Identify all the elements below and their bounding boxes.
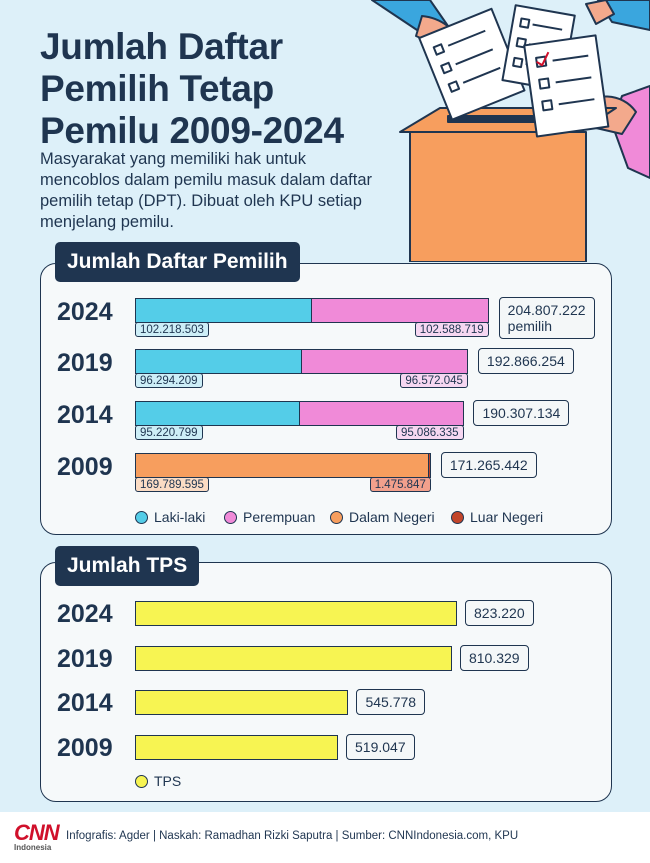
legend-label-laki-laki: Laki-laki	[154, 509, 206, 525]
legend-item-luar-negeri: Luar Negeri	[451, 509, 543, 525]
tps-bar-2024	[135, 601, 457, 626]
legend-swatch-dalam-negeri	[330, 511, 343, 524]
value-label-2019-male: 96.294.209	[135, 373, 203, 388]
bar-2014-male	[135, 401, 301, 426]
year-label-2019: 2019	[57, 349, 113, 377]
bar-2009-dom	[135, 453, 430, 478]
value-label-2009-dom: 169.789.595	[135, 477, 209, 492]
total-label-2009: 171.265.442	[440, 452, 537, 478]
legend-item-tps: TPS	[135, 773, 181, 789]
legend-swatch-perempuan	[224, 511, 237, 524]
voters-chart-title: Jumlah Daftar Pemilih	[55, 242, 300, 282]
title-line-3: Pemilu 2009-2024	[40, 110, 344, 151]
page-title: Jumlah Daftar Pemilih Tetap Pemilu 2009-…	[40, 26, 344, 152]
tps-year-label-2019: 2019	[57, 645, 113, 673]
legend-swatch-laki-laki	[135, 511, 148, 524]
total-label-2019: 192.866.254	[477, 348, 574, 374]
legend-swatch-tps	[135, 775, 148, 788]
value-label-2014-female: 95.086.335	[395, 425, 464, 440]
year-label-2014: 2014	[57, 401, 113, 429]
tps-chart-title: Jumlah TPS	[55, 546, 200, 586]
logo-text: CNN	[14, 820, 60, 845]
title-line-2: Pemilih Tetap	[40, 68, 274, 109]
value-label-2009-abroad: 1.475.847	[369, 477, 431, 492]
tps-value-label-2009: 519.047	[346, 734, 415, 760]
total-value-2009: 171.265.442	[449, 457, 528, 473]
legend-label-tps: TPS	[154, 773, 182, 789]
page-subtitle: Masyarakat yang memiliki hak untuk menco…	[40, 150, 372, 231]
bar-2014-female	[298, 401, 464, 426]
tps-value-label-2014: 545.778	[356, 689, 426, 715]
total-label-2024: 204.807.222 pemilih	[498, 297, 595, 339]
year-label-2024: 2024	[57, 298, 113, 326]
year-label-2009: 2009	[57, 453, 113, 481]
total-suffix-2024: pemilih	[507, 318, 553, 334]
legend-swatch-luar-negeri	[451, 511, 464, 524]
legend-item-dalam-negeri: Dalam Negeri	[330, 509, 435, 525]
tps-year-label-2009: 2009	[57, 734, 113, 762]
value-label-2024-male: 102.218.503	[135, 322, 209, 337]
bar-2024-male	[135, 298, 313, 323]
bar-2009-abroad	[428, 453, 432, 478]
tps-bar-2009	[135, 735, 339, 760]
tps-bar-2019	[135, 646, 452, 671]
bar-2019-female	[300, 349, 469, 374]
value-label-2024-female: 102.588.719	[414, 322, 489, 337]
legend-label-dalam-negeri: Dalam Negeri	[349, 509, 435, 525]
bar-2024-female	[311, 298, 490, 323]
legend-item-laki-laki: Laki-laki	[135, 509, 205, 525]
tps-value-label-2019: 810.329	[459, 645, 529, 671]
legend-label-luar-negeri: Luar Negeri	[470, 509, 544, 525]
total-value-2024: 204.807.222	[507, 302, 586, 318]
cnn-logo: CNN Indonesia	[14, 820, 60, 853]
tps-year-label-2014: 2014	[57, 689, 113, 717]
tps-value-label-2024: 823.220	[465, 600, 534, 626]
legend-item-perempuan: Perempuan	[224, 509, 315, 525]
footer: CNN Indonesia Infografis: Agder | Naskah…	[0, 812, 650, 863]
legend-label-perempuan: Perempuan	[243, 509, 316, 525]
value-label-2014-male: 95.220.799	[135, 425, 203, 440]
tps-year-label-2024: 2024	[57, 600, 113, 628]
total-value-2019: 192.866.254	[486, 353, 565, 369]
value-label-2019-female: 96.572.045	[400, 373, 468, 388]
bar-2019-male	[135, 349, 303, 374]
tps-bar-2014	[135, 690, 349, 715]
logo-subtext: Indonesia	[14, 843, 52, 852]
total-value-2014: 190.307.134	[482, 405, 561, 421]
credits: Infografis: Agder | Naskah: Ramadhan Riz…	[66, 830, 519, 842]
tps-chart-panel	[40, 562, 612, 802]
ballot-box-illustration	[371, 0, 650, 262]
total-label-2014: 190.307.134	[473, 400, 570, 426]
title-line-1: Jumlah Daftar	[40, 26, 283, 67]
